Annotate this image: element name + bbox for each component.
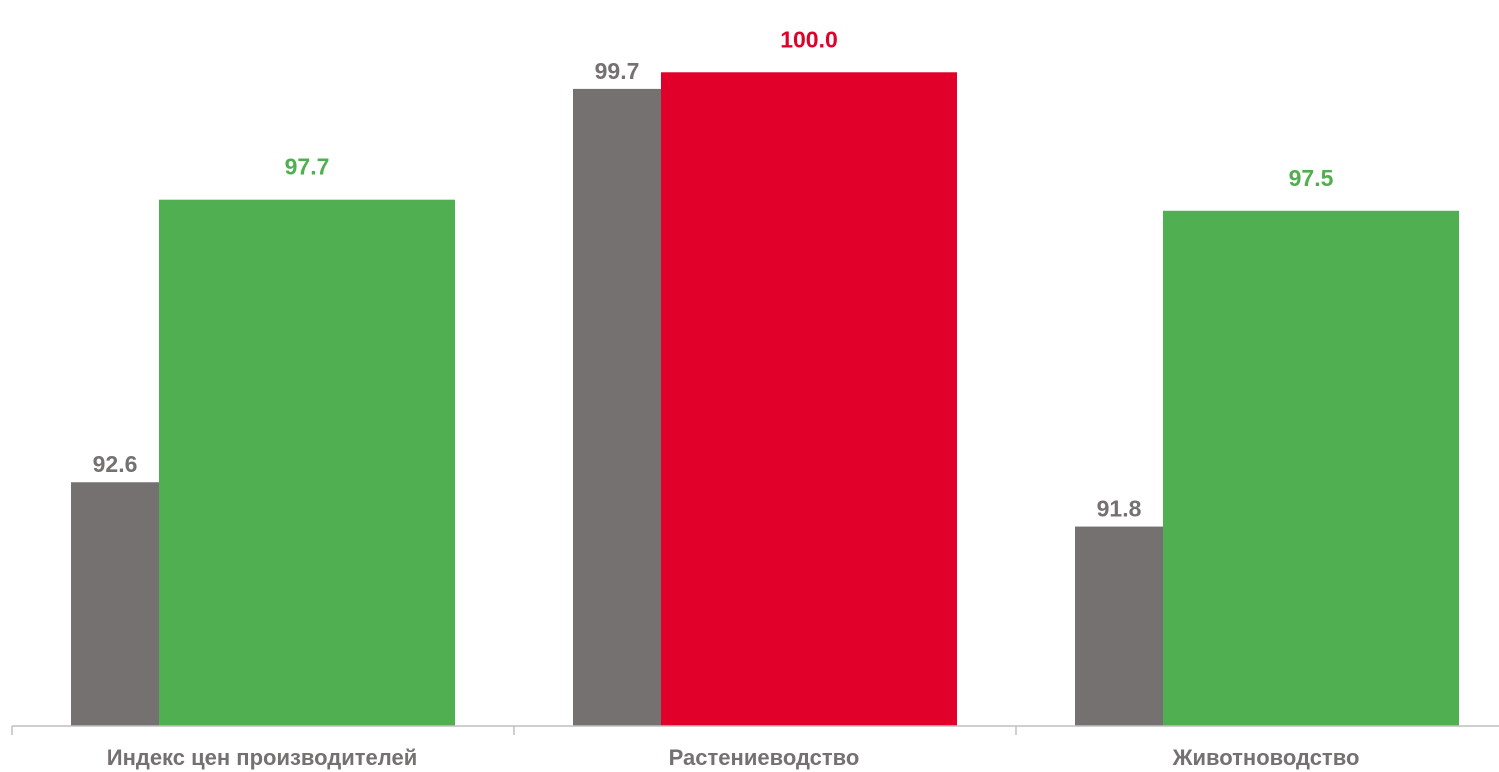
category-labels-group: Индекс цен производителей Растениеводств…: [107, 745, 1360, 770]
x-axis-ticks: [11, 726, 1017, 735]
value-label-series-1: 91.8: [1097, 496, 1142, 522]
value-label-series-2: 97.7: [285, 154, 330, 180]
bars-group: [71, 72, 1459, 726]
category-label: Растениеводство: [669, 745, 860, 770]
bar-series-2: [1163, 210, 1459, 726]
value-label-series-1: 92.6: [93, 451, 138, 477]
bar-series-2: [159, 199, 455, 726]
bar-series-2: [661, 72, 957, 726]
value-labels-group: 92.6 97.7 99.7 100.0 91.8 97.5: [93, 26, 1334, 521]
value-label-series-2: 97.5: [1289, 165, 1334, 191]
category-label: Индекс цен производителей: [107, 745, 417, 770]
bar-series-1: [71, 482, 159, 726]
category-label: Животноводство: [1172, 745, 1360, 770]
value-label-series-2: 100.0: [780, 26, 838, 52]
bar-series-1: [1075, 526, 1163, 726]
value-label-series-1: 99.7: [595, 58, 640, 84]
bar-series-1: [573, 88, 661, 726]
